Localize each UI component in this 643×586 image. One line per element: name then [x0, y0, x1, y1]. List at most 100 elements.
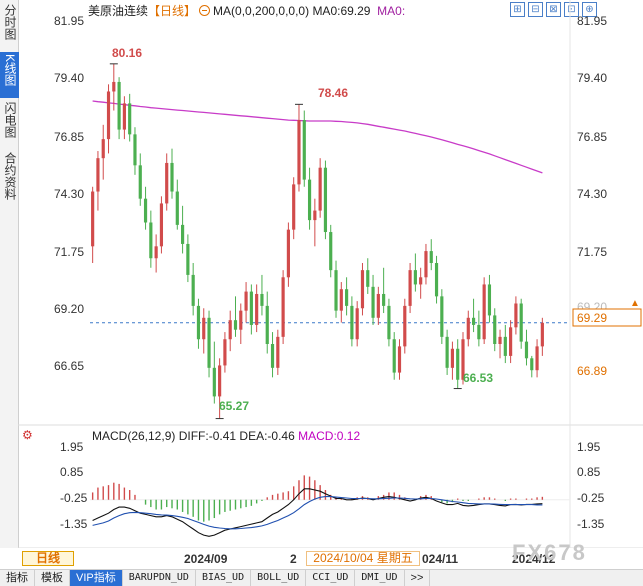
candle-body — [487, 284, 492, 316]
chart-toolbar: ⊞ ⊟ ⊠ ⊡ ⊕ — [510, 2, 597, 17]
sidebar-tab-kline[interactable]: K线图 — [0, 52, 19, 98]
kline-chart[interactable]: 81.95 79.40 76.85 74.30 71.75 69.20 66.6… — [0, 0, 643, 548]
macd-tick: -1.35 — [60, 517, 88, 531]
tab-indicators[interactable]: 指标 — [0, 570, 35, 586]
candle-body — [419, 277, 423, 285]
candle-body — [196, 305, 201, 340]
candle-body — [223, 339, 227, 366]
candle-body — [165, 162, 169, 204]
tab-vip-indicators[interactable]: VIP指标 — [70, 570, 123, 586]
price-tick: 71.75 — [54, 245, 84, 259]
macd-tick: 1.95 — [577, 440, 601, 454]
chart-header: 美原油连续【日线】 MA(0,0,200,0,0,0) MA0:69.29 MA0… — [88, 3, 405, 19]
candle-body — [482, 284, 486, 340]
sidebar-tab-label: K线图 — [3, 54, 17, 87]
crosshair-date: 2024/10/04 星期五 — [306, 551, 420, 566]
macd-settings-icon[interactable]: ⚙ — [22, 428, 33, 442]
indicator-tabs: 指标 模板 VIP指标 BARUPDN_UD BIAS_UD BOLL_UD C… — [0, 569, 643, 586]
candle-body — [143, 198, 148, 223]
candle-body — [239, 310, 243, 330]
sidebar-tab-contract-info[interactable]: 合约资料 — [0, 152, 19, 212]
candle-body — [233, 320, 238, 330]
current-price-box — [572, 308, 642, 327]
tab-cci[interactable]: CCI_UD — [306, 570, 356, 586]
tab-bias[interactable]: BIAS_UD — [196, 570, 252, 586]
price-tick: 71.75 — [577, 245, 607, 259]
candle-body — [191, 274, 195, 306]
macd-indicator-name[interactable]: MACD(26,12,9) — [92, 429, 176, 443]
macd-tick: -1.35 — [577, 517, 605, 531]
zoom-out-icon[interactable]: ⊟ — [528, 2, 543, 17]
price-tick: 74.30 — [577, 187, 607, 201]
candle-body — [276, 336, 280, 368]
candle-body — [181, 224, 185, 244]
date-label: 2024/09 — [184, 552, 228, 566]
ma-indicator-label[interactable]: MA(0,0,200,0,0,0) — [213, 4, 310, 18]
candle-body — [376, 293, 380, 318]
price-tick: 76.85 — [577, 130, 607, 144]
candle-body — [493, 315, 497, 344]
instrument-name: 美原油连续 — [88, 4, 149, 18]
candle-body — [429, 251, 433, 263]
period-selector[interactable]: 日线 — [22, 551, 74, 566]
candle-body — [101, 139, 105, 159]
candle-body — [207, 317, 211, 368]
candle-body — [133, 134, 137, 166]
tab-barupdn[interactable]: BARUPDN_UD — [123, 570, 196, 586]
candle-body — [471, 317, 476, 325]
candle-body — [112, 81, 116, 92]
candle-body — [292, 184, 296, 230]
sidebar-tab-timeshare[interactable]: 分时图 — [0, 4, 19, 48]
candle-body — [138, 165, 142, 199]
candle-body — [434, 263, 439, 297]
price-tick: 74.30 — [54, 187, 84, 201]
candle-body — [524, 341, 529, 359]
price-axis-right: 81.95 79.40 76.85 74.30 71.75 69.20 — [577, 14, 607, 314]
period-label[interactable]: 【日线】 — [148, 4, 197, 18]
macd-dea-line — [92, 496, 543, 530]
candle-body — [323, 167, 328, 233]
candle-body — [334, 270, 338, 311]
candle-body — [503, 336, 507, 356]
date-label: 024/11 — [422, 552, 459, 566]
candle-body — [302, 120, 306, 180]
sidebar-tab-lightning[interactable]: 闪电图 — [0, 102, 19, 146]
price-marker-icon: ▲ — [630, 298, 640, 309]
candle-body — [106, 91, 111, 140]
candle-body — [456, 348, 460, 380]
candle-body — [466, 317, 470, 340]
candle-body — [297, 120, 301, 185]
macd-axis-right: 1.95 0.85 -0.25 -1.35 — [577, 440, 605, 531]
view-sidebar: 分时图 K线图 闪电图 合约资料 — [0, 0, 19, 548]
candle-body — [498, 336, 502, 344]
sidebar-tab-label: 合约资料 — [3, 152, 17, 200]
price-tick: 66.65 — [54, 359, 84, 373]
tab-dmi[interactable]: DMI_UD — [355, 570, 405, 586]
fullscreen-icon[interactable]: ⊡ — [564, 2, 579, 17]
candle-body — [117, 81, 121, 130]
zoom-in-icon[interactable]: ⊞ — [510, 2, 525, 17]
candle-body — [265, 305, 269, 344]
macd-tick: 1.95 — [60, 440, 84, 454]
candle-body — [212, 367, 216, 397]
tab-more[interactable]: >> — [405, 570, 431, 586]
candle-body — [366, 270, 370, 287]
candle-body — [424, 251, 428, 278]
macd-dea-value: DEA:-0.46 — [239, 429, 295, 443]
settings-gear-icon[interactable] — [199, 5, 211, 16]
reset-icon[interactable]: ⊠ — [546, 2, 561, 17]
price-tick: 79.40 — [54, 71, 84, 85]
candle-body — [339, 289, 343, 311]
candle-body — [392, 339, 396, 373]
tab-templates[interactable]: 模板 — [35, 570, 70, 586]
candle-body — [159, 203, 164, 247]
macd-diff-value: DIFF:-0.41 — [178, 429, 237, 443]
ma-line — [92, 100, 543, 174]
add-indicator-icon[interactable]: ⊕ — [582, 2, 597, 17]
candle-body — [307, 179, 312, 221]
price-tick: 81.95 — [54, 14, 84, 28]
candle-body — [397, 346, 402, 373]
tab-boll[interactable]: BOLL_UD — [251, 570, 307, 586]
macd-tick: -0.25 — [577, 491, 605, 505]
macd-header: MACD(26,12,9) DIFF:-0.41 DEA:-0.46 MACD:… — [92, 429, 360, 443]
